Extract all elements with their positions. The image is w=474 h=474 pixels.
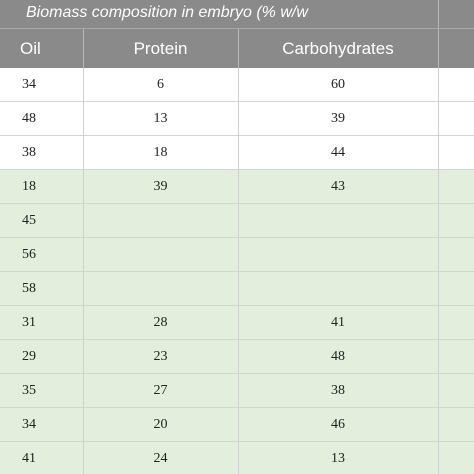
header-divider: [83, 29, 84, 68]
cell-oil: 34: [22, 77, 36, 92]
cell-divider: [238, 442, 239, 474]
cell-divider: [238, 374, 239, 408]
cell-protein: 20: [153, 417, 168, 432]
cell-divider: [83, 204, 84, 238]
cell-protein: 13: [153, 111, 168, 126]
cell-protein: 28: [153, 315, 168, 330]
cell-carbohydrates: 13: [331, 451, 345, 466]
title-divider: [438, 0, 439, 28]
cell-divider: [438, 340, 439, 374]
table-row: 34 6 60: [0, 68, 474, 102]
cell-divider: [83, 272, 84, 306]
cell-divider: [83, 102, 84, 136]
cell-carbohydrates: [238, 238, 438, 271]
cell-oil: 45: [22, 213, 36, 228]
table-row: 31 28 41: [0, 306, 474, 340]
cell-carbohydrates: 38: [331, 383, 345, 398]
cell-oil: 34: [22, 417, 36, 432]
cell-divider: [83, 340, 84, 374]
table-title: Biomass composition in embryo (% w/w: [26, 4, 308, 21]
cell-carbohydrates: 39: [331, 111, 345, 126]
cell-carbohydrates: [238, 204, 438, 237]
cell-divider: [238, 306, 239, 340]
cell-divider: [438, 408, 439, 442]
cell-divider: [438, 102, 439, 136]
cell-oil: 35: [22, 383, 36, 398]
cell-divider: [238, 340, 239, 374]
table-row: 48 13 39: [0, 102, 474, 136]
cell-protein: [83, 272, 238, 305]
cell-oil: 18: [22, 179, 36, 194]
cell-divider: [238, 136, 239, 170]
cell-divider: [438, 306, 439, 340]
cell-divider: [238, 68, 239, 102]
cell-divider: [83, 68, 84, 102]
cell-carbohydrates: 60: [331, 77, 345, 92]
header-divider: [238, 29, 239, 68]
table-row: 18 39 43: [0, 170, 474, 204]
cell-divider: [438, 238, 439, 272]
cell-divider: [83, 442, 84, 474]
cell-oil: 48: [22, 111, 36, 126]
cell-divider: [238, 170, 239, 204]
cell-divider: [238, 272, 239, 306]
cell-protein: 18: [153, 145, 168, 160]
table-title-row: Biomass composition in embryo (% w/w: [0, 0, 474, 28]
cell-carbohydrates: 48: [331, 349, 345, 364]
cell-divider: [238, 102, 239, 136]
cell-divider: [83, 374, 84, 408]
table-row: 29 23 48: [0, 340, 474, 374]
cell-divider: [83, 136, 84, 170]
cell-divider: [438, 442, 439, 474]
cell-divider: [438, 272, 439, 306]
cell-divider: [438, 136, 439, 170]
cell-divider: [238, 238, 239, 272]
table-row: 56: [0, 238, 474, 272]
cell-divider: [83, 306, 84, 340]
header-oil: Oil: [20, 39, 41, 58]
cell-divider: [438, 170, 439, 204]
header-carbohydrates: Carbohydrates: [282, 39, 394, 58]
cell-carbohydrates: 44: [331, 145, 345, 160]
column-header-row: Oil Protein Carbohydrates: [0, 28, 474, 68]
cell-divider: [83, 408, 84, 442]
cell-oil: 38: [22, 145, 36, 160]
cell-divider: [438, 374, 439, 408]
header-protein: Protein: [133, 39, 188, 58]
cell-carbohydrates: 41: [331, 315, 345, 330]
table-row: 45: [0, 204, 474, 238]
cell-protein: 24: [153, 451, 168, 466]
cell-oil: 41: [22, 451, 36, 466]
table-row: 41 24 13: [0, 442, 474, 474]
table-row: 58: [0, 272, 474, 306]
table-row: 35 27 38: [0, 374, 474, 408]
cell-protein: 6: [157, 77, 164, 92]
cell-protein: 39: [153, 179, 168, 194]
cell-oil: 56: [22, 247, 36, 262]
cell-oil: 58: [22, 281, 36, 296]
cell-protein: [83, 238, 238, 271]
cell-divider: [238, 408, 239, 442]
cell-divider: [438, 68, 439, 102]
cell-oil: 31: [22, 315, 36, 330]
cell-divider: [438, 204, 439, 238]
cell-protein: [83, 204, 238, 237]
cell-carbohydrates: [238, 272, 438, 305]
cell-divider: [238, 204, 239, 238]
cell-divider: [83, 238, 84, 272]
cell-protein: 27: [153, 383, 168, 398]
cell-protein: 23: [153, 349, 168, 364]
cell-divider: [83, 170, 84, 204]
cell-oil: 29: [22, 349, 36, 364]
cell-carbohydrates: 46: [331, 417, 345, 432]
header-divider: [438, 29, 439, 68]
table-row: 38 18 44: [0, 136, 474, 170]
cell-carbohydrates: 43: [331, 179, 345, 194]
table-row: 34 20 46: [0, 408, 474, 442]
